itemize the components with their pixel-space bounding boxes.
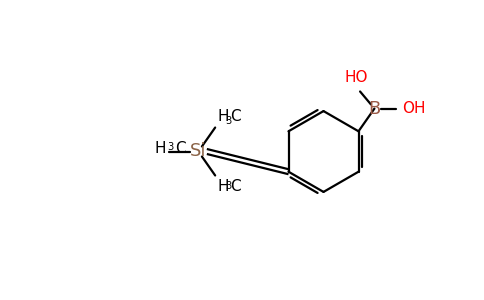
Text: C: C [230, 179, 241, 194]
Text: HO: HO [344, 70, 368, 85]
Text: H: H [218, 179, 229, 194]
Text: B: B [368, 100, 380, 118]
Text: 3: 3 [226, 182, 232, 191]
Text: C: C [175, 141, 186, 156]
Text: OH: OH [402, 101, 425, 116]
Text: H: H [154, 141, 166, 156]
Text: Si: Si [190, 142, 207, 160]
Text: 3: 3 [167, 142, 174, 152]
Text: 3: 3 [226, 116, 232, 126]
Text: C: C [230, 109, 241, 124]
Text: H: H [218, 109, 229, 124]
